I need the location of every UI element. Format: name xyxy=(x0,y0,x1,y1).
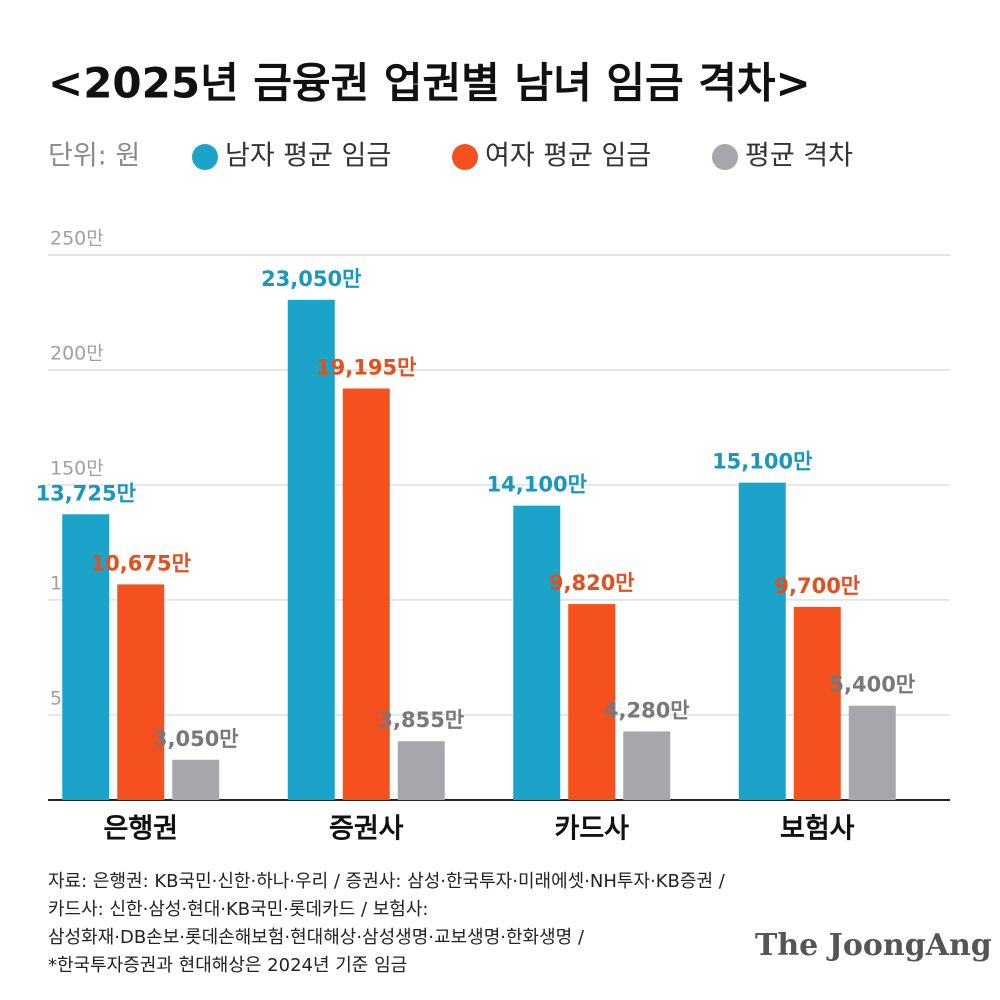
legend-label: 평균 격차 xyxy=(745,141,853,172)
data-label: 5,400만 xyxy=(829,673,915,697)
y-tick-label: 150만 xyxy=(50,457,104,479)
bar xyxy=(568,604,616,800)
bar xyxy=(342,388,390,800)
brand-logo: The JoongAng xyxy=(755,928,992,963)
legend-marker xyxy=(452,144,478,170)
data-label: 19,195만 xyxy=(316,355,416,379)
bar xyxy=(623,731,671,800)
data-label: 9,820만 xyxy=(549,571,635,595)
footnote: *한국투자증권과 현대해상은 2024년 기준 임금 xyxy=(48,955,407,976)
y-tick-label: 250만 xyxy=(50,227,104,249)
x-tick-label: 증권사 xyxy=(329,814,404,845)
legend-marker xyxy=(712,144,738,170)
data-label: 4,280만 xyxy=(604,698,690,722)
unit-label: 단위: 원 xyxy=(48,141,140,172)
x-tick-label: 카드사 xyxy=(554,814,629,845)
footnote: 삼성화재·DB손보·롯데손해보험·현대해상·삼성생명·교보생명·한화생명 / xyxy=(48,927,585,948)
data-label: 9,700만 xyxy=(774,574,860,598)
x-tick-label: 은행권 xyxy=(103,814,178,845)
y-tick-label: 200만 xyxy=(50,342,104,364)
data-label: 23,050만 xyxy=(261,267,361,291)
chart-title: <2025년 금융권 업권별 남녀 임금 격차> xyxy=(48,59,811,108)
legend-marker xyxy=(192,144,218,170)
footnote: 자료: 은행권: KB국민·신한·하나·우리 / 증권사: 삼성·한국투자·미래… xyxy=(48,871,726,892)
x-tick-label: 보험사 xyxy=(780,814,855,845)
data-label: 13,725만 xyxy=(36,481,136,505)
data-label: 3,050만 xyxy=(153,727,239,751)
bar xyxy=(513,505,561,800)
bar xyxy=(848,705,896,800)
bar xyxy=(738,482,786,800)
bar xyxy=(117,584,165,800)
footnote: 카드사: 신한·삼성·현대·KB국민·롯데카드 / 보험사: xyxy=(48,899,428,920)
legend-label: 남자 평균 임금 xyxy=(225,141,391,172)
data-label: 15,100만 xyxy=(712,450,812,474)
bar xyxy=(62,514,110,800)
data-label: 14,100만 xyxy=(487,473,587,497)
data-label: 10,675만 xyxy=(91,551,191,575)
bar xyxy=(172,759,220,800)
legend-label: 여자 평균 임금 xyxy=(485,141,651,172)
data-label: 3,855만 xyxy=(378,708,464,732)
bar xyxy=(287,299,335,800)
bar xyxy=(397,741,445,800)
bar xyxy=(793,606,841,800)
